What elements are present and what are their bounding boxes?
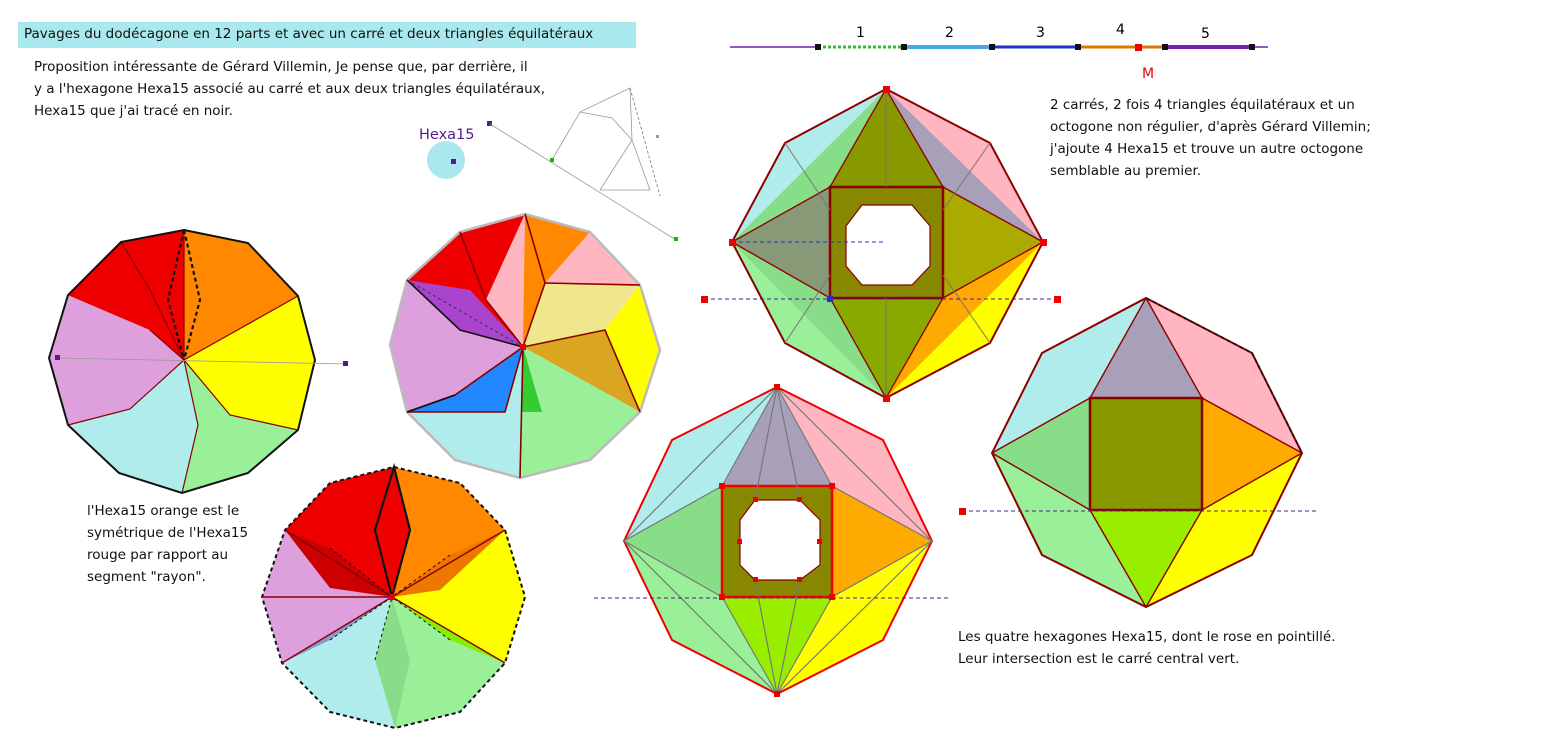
octagon-figure-3 — [959, 296, 1318, 609]
symmetry-note: l'Hexa15 orange est le symétrique de l'H… — [87, 503, 249, 585]
slider-point-m — [1135, 44, 1142, 51]
octagon-figure-2 — [594, 384, 948, 697]
hexa15-label: Hexa15 — [419, 127, 475, 143]
intersection-note: Les quatre hexagones Hexa15, dont le ros… — [958, 629, 1336, 667]
dodecagon-1 — [47, 228, 348, 495]
slider-label-3: 3 — [1036, 25, 1045, 41]
slider-label-1: 1 — [856, 25, 865, 41]
title-banner: Pavages du dodécagone en 12 parts et ave… — [18, 22, 636, 48]
intro-text: Proposition intéressante de Gérard Ville… — [34, 59, 546, 119]
dodecagon-3 — [260, 462, 527, 730]
dodecagon-2 — [388, 212, 662, 480]
page-title: Pavages du dodécagone en 12 parts et ave… — [24, 26, 594, 42]
slider-point-label: M — [1142, 66, 1155, 82]
octagon-note: 2 carrés, 2 fois 4 triangles équilatérau… — [1050, 97, 1371, 179]
slider-label-5: 5 — [1201, 26, 1210, 42]
slider-label-2: 2 — [945, 25, 954, 41]
slider-label-4: 4 — [1116, 22, 1125, 38]
octagon-figure-1 — [701, 86, 1061, 402]
hexa15-sketch — [427, 87, 678, 241]
parameter-slider[interactable] — [730, 44, 1268, 51]
